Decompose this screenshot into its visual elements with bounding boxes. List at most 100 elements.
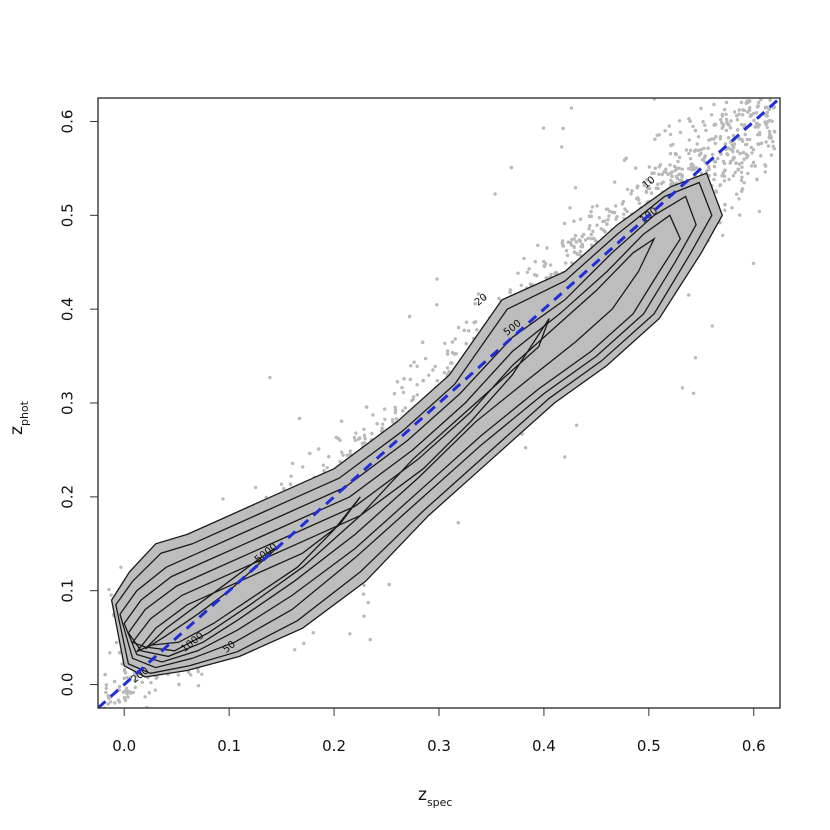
scatter-point [677, 172, 681, 177]
contour-200 [127, 236, 656, 658]
scatter-point [634, 166, 638, 170]
scatter-point [756, 142, 760, 146]
scatter-point [126, 695, 130, 699]
scatter-point [731, 155, 736, 160]
scatter-point [449, 361, 453, 365]
scatter-point [176, 673, 180, 677]
scatter-point [746, 90, 749, 93]
scatter-point [132, 713, 135, 716]
scatter-point [763, 163, 767, 167]
scatter-point [700, 158, 705, 162]
scatter-point [757, 100, 761, 105]
contour-500 [131, 318, 550, 652]
scatter-point [731, 174, 736, 178]
scatter-point [721, 233, 725, 238]
scatter-point [771, 139, 775, 144]
scatter-point [289, 474, 293, 478]
scatter-point [757, 209, 762, 214]
scatter-point [764, 88, 767, 91]
scatter-point [321, 463, 326, 467]
scatter-point [722, 179, 727, 183]
scatter-point [187, 670, 191, 674]
scatter-point [691, 163, 695, 168]
scatter-point [724, 128, 729, 133]
scatter-point [652, 171, 656, 175]
scatter-point [727, 177, 731, 182]
scatter-point [763, 170, 767, 174]
contour-100 [123, 214, 682, 663]
scatter-point [664, 80, 667, 83]
scatter-point [768, 98, 772, 102]
scatter-point [675, 166, 679, 171]
scatter-point [680, 175, 684, 179]
scatter-point [324, 711, 327, 714]
scatter-point [572, 219, 576, 223]
scatter-point [189, 673, 193, 677]
scatter-point [756, 91, 759, 94]
scatter-point [134, 674, 139, 678]
scatter-point [730, 3, 733, 6]
scatter-point [755, 121, 759, 126]
scatter-point [667, 38, 670, 41]
scatter-point [348, 632, 352, 636]
scatter-point [106, 714, 109, 717]
scatter-point [751, 160, 756, 165]
scatter-point [560, 145, 564, 149]
scatter-point [123, 698, 128, 703]
scatter-point [196, 669, 200, 674]
scatter-point [358, 436, 362, 440]
scatter-point [525, 270, 530, 274]
scatter-point [473, 302, 477, 306]
scatter-point [740, 113, 745, 117]
scatter-point [153, 688, 157, 692]
y-axis-title: zphot [7, 400, 31, 435]
scatter-point [341, 453, 345, 457]
scatter-point [467, 329, 471, 333]
scatter-point [740, 175, 744, 179]
scatter-point [710, 324, 714, 328]
scatter-point [445, 349, 450, 353]
scatter-point [536, 243, 540, 248]
scatter-point [352, 435, 357, 440]
scatter-point [740, 139, 745, 143]
scatter-point [657, 165, 661, 169]
scatter-point [678, 130, 683, 135]
scatter-point [597, 216, 601, 220]
scatter-point [724, 100, 729, 105]
scatter-point [103, 714, 106, 717]
scatter-point [545, 246, 549, 250]
scatter-point [371, 413, 375, 417]
scatter-point [650, 50, 653, 53]
scatter-point [690, 168, 694, 172]
scatter-point [104, 725, 107, 728]
scatter-point [741, 108, 745, 112]
scatter-point [735, 118, 740, 122]
scatter-point [400, 385, 404, 390]
scatter-point [493, 192, 497, 196]
scatter-point [769, 153, 774, 157]
scatter-point [613, 180, 617, 184]
x-tick-label: 0.3 [427, 737, 451, 755]
scatter-point [354, 431, 358, 435]
scatter-point [746, 85, 749, 88]
scatter-point [317, 447, 321, 451]
scatter-point [464, 341, 468, 346]
scatter-point [636, 184, 640, 188]
scatter-point [272, 713, 275, 716]
scatter-point [578, 249, 583, 254]
scatter-point [393, 411, 398, 415]
scatter-point [734, 91, 737, 94]
scatter-point [637, 201, 642, 205]
scatter-point [535, 273, 539, 278]
scatter-point [740, 122, 744, 127]
scatter-point [642, 183, 647, 188]
scatter-point [712, 159, 717, 164]
scatter-point [340, 450, 344, 454]
scatter-point [763, 106, 768, 110]
scatter-point [362, 583, 366, 588]
scatter-point [773, 69, 776, 72]
scatter-point [739, 170, 744, 174]
scatter-point [649, 191, 654, 195]
scatter-point [599, 227, 603, 231]
scatter-point [740, 71, 743, 74]
